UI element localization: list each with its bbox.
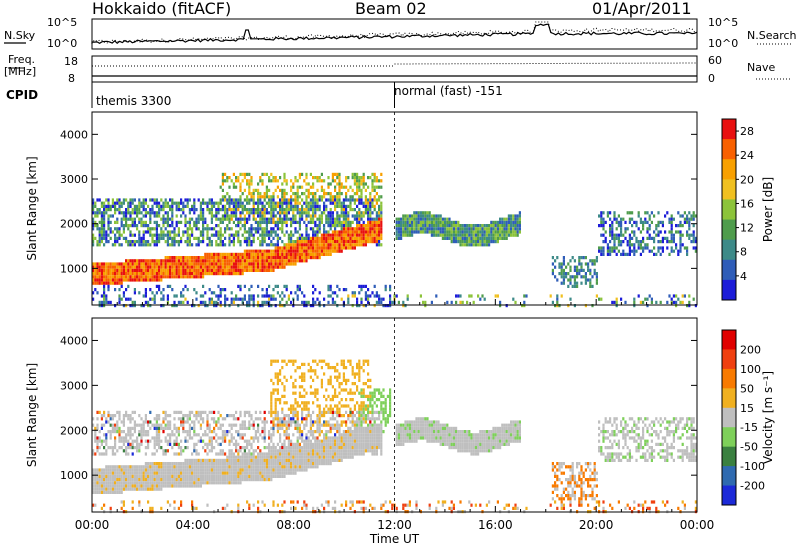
power-colorbar-segment [722, 219, 736, 241]
velocity-colorbar-label: 50 [740, 382, 754, 395]
velocity-xtick-label: 04:00 [176, 518, 211, 532]
power-ytick-label: 1000 [60, 262, 88, 275]
velocity-panel: 1000 2000 3000 4000 Slant Range [km] 00:00 04:… [25, 317, 715, 546]
power-cells [92, 172, 697, 308]
nsearch-tick-low: 10^0 [708, 37, 739, 50]
velocity-colorbar-segment [722, 446, 736, 467]
power-colorbar-segment [722, 119, 736, 140]
velocity-ytick-label: 1000 [60, 469, 88, 482]
nsearch-line [91, 21, 698, 45]
velocity-ytick-label: 3000 [60, 379, 88, 392]
velocity-colorbar-label: 15 [740, 402, 754, 415]
velocity-colorbar-label: -100 [740, 460, 765, 473]
cpid-label: CPID [6, 88, 39, 102]
nsky-tick-high: 10^5 [47, 16, 78, 29]
station-title: Hokkaido (fitACF) [92, 0, 232, 18]
nave-line-2 [394, 62, 698, 65]
velocity-colorbar: 200 100 50 15 -15 -50 -100 -200 Velocity [m s⁻¹] [721, 329, 775, 506]
power-colorbar-label: 4 [740, 270, 747, 283]
power-colorbar-label: 20 [740, 173, 754, 186]
cpid-mode-2: normal (fast) -151 [394, 84, 503, 98]
power-colorbar-segment [722, 259, 736, 281]
velocity-xtick-label: 16:00 [478, 518, 513, 532]
freq-tick-low: 8 [68, 72, 75, 85]
date-title: 01/Apr/2011 [592, 0, 692, 18]
velocity-colorbar-segment [722, 349, 736, 370]
velocity-colorbar-segment [722, 388, 736, 409]
power-colorbar-label: 12 [740, 222, 754, 235]
power-colorbar-label: 16 [740, 197, 754, 210]
power-colorbar-segment [722, 159, 736, 180]
velocity-colorbar-label: 200 [740, 343, 761, 356]
nave-label: Nave [747, 61, 776, 74]
velocity-colorbar-label: -15 [740, 421, 758, 434]
freq-unit-label: [MHz] [4, 65, 37, 78]
power-colorbar-title: Power [dB] [761, 177, 775, 242]
cpid-mode-1: themis 3300 [96, 94, 172, 108]
velocity-xtick-label: 20:00 [579, 518, 614, 532]
nsky-tick-low: 10^0 [47, 37, 78, 50]
power-colorbar-label: 28 [740, 125, 754, 138]
freq-panel [8, 55, 792, 108]
freq-tick-high: 18 [64, 55, 78, 68]
nsky-frame [91, 18, 698, 50]
nsky-label: N.Sky [4, 29, 36, 42]
velocity-colorbar-segment [722, 407, 736, 428]
velocity-colorbar-title: Velocity [m s⁻¹] [761, 371, 775, 464]
power-colorbar-segment [722, 199, 736, 221]
nsky-panel [4, 18, 792, 50]
velocity-colorbar-label: 100 [740, 363, 761, 376]
power-ylabel: Slant Range [km] [25, 156, 39, 260]
velocity-ytick-label: 4000 [60, 334, 88, 347]
power-ytick-label: 3000 [60, 173, 88, 186]
power-panel: 1000 2000 3000 4000 Slant Range [km] [25, 111, 698, 308]
velocity-xtick-label: 08:00 [276, 518, 311, 532]
power-ytick-label: 4000 [60, 128, 88, 141]
nave-tick-low: 0 [708, 72, 715, 85]
power-colorbar: 28 24 20 16 12 8 4 Power [dB] [721, 118, 775, 301]
nsearch-tick-high: 10^5 [708, 16, 739, 29]
velocity-xlabel: Time UT [369, 532, 420, 546]
velocity-xtick-label: 00:00 [680, 518, 715, 532]
nsky-line [91, 23, 698, 44]
velocity-colorbar-segment [722, 485, 736, 506]
power-colorbar-label: 8 [740, 246, 747, 259]
freq-label: Freq. [8, 53, 36, 66]
velocity-ylabel: Slant Range [km] [25, 363, 39, 467]
power-ytick-label: 2000 [60, 218, 88, 231]
velocity-colorbar-segment [722, 330, 736, 350]
velocity-xtick-label: 12:00 [377, 518, 412, 532]
power-colorbar-segment [722, 279, 736, 301]
velocity-colorbar-segment [722, 368, 736, 389]
velocity-colorbar-label: -50 [740, 441, 758, 454]
velocity-ytick-label: 2000 [60, 424, 88, 437]
power-colorbar-segment [722, 179, 736, 200]
velocity-xtick-label: 00:00 [75, 518, 110, 532]
nave-tick-high: 60 [708, 54, 722, 67]
power-colorbar-frame [721, 118, 737, 301]
velocity-colorbar-label: -200 [740, 480, 765, 493]
power-colorbar-label: 24 [740, 149, 754, 162]
velocity-cells [92, 359, 697, 514]
beam-title: Beam 02 [355, 0, 427, 18]
velocity-colorbar-segment [722, 427, 736, 448]
velocity-colorbar-segment [722, 466, 736, 487]
power-colorbar-segment [722, 239, 736, 261]
nsearch-label: N.Search [747, 29, 797, 42]
velocity-colorbar-frame [721, 329, 737, 506]
freq-frame [91, 55, 698, 83]
power-colorbar-segment [722, 139, 736, 160]
